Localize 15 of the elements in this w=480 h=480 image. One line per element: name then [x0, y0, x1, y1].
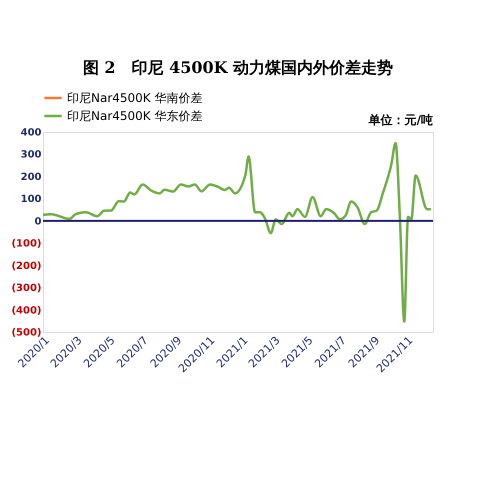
y-tick-label: 300 [20, 150, 42, 161]
y-tick-label: 400 [20, 128, 42, 138]
y-tick-label: (500) [11, 328, 42, 338]
chart-title: 图 2 印尼 4500K 动力煤国内外价差走势 [82, 58, 394, 77]
legend-label: 印尼Nar4500K 华东价差 [67, 109, 202, 123]
y-tick-label: (400) [11, 305, 42, 316]
line-series [42, 142, 432, 323]
y-tick-label: 200 [20, 172, 42, 183]
y-tick-label: (200) [11, 260, 42, 272]
y-tick-label: 0 [34, 216, 42, 228]
legend-label: 印尼Nar4500K 华南价差 [67, 91, 202, 105]
text: 单位：元/吨 [368, 113, 433, 127]
y-tick-label: (300) [11, 283, 42, 294]
y-tick-label: 100 [20, 194, 42, 206]
y-tick-label: (100) [11, 238, 42, 250]
